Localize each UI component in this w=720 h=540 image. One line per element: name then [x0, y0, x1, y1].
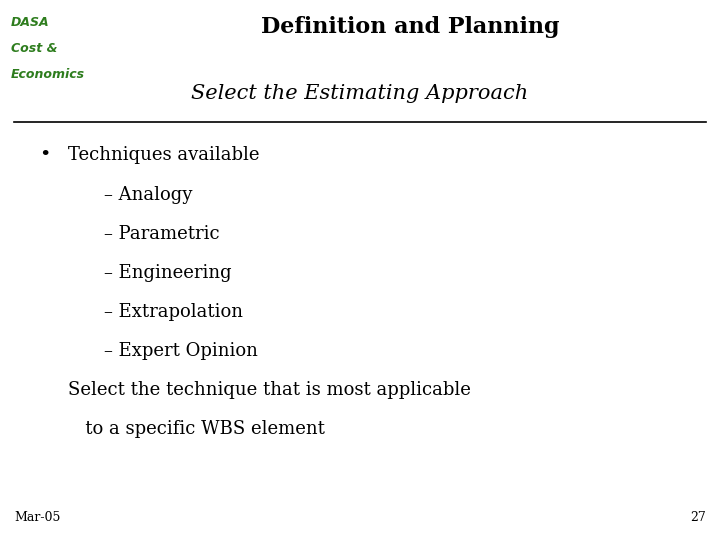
Text: Techniques available: Techniques available [68, 146, 260, 164]
Text: – Extrapolation: – Extrapolation [104, 303, 243, 321]
Text: – Parametric: – Parametric [104, 225, 220, 243]
Text: Select the technique that is most applicable: Select the technique that is most applic… [68, 381, 472, 399]
Text: – Analogy: – Analogy [104, 186, 193, 204]
Text: – Expert Opinion: – Expert Opinion [104, 342, 258, 360]
Text: DASA: DASA [11, 16, 50, 29]
Text: •: • [40, 146, 51, 164]
Text: Economics: Economics [11, 68, 85, 81]
Text: – Engineering: – Engineering [104, 264, 232, 282]
Text: Cost &: Cost & [11, 42, 58, 55]
Text: 27: 27 [690, 511, 706, 524]
Text: Mar-05: Mar-05 [14, 511, 60, 524]
Text: Definition and Planning: Definition and Planning [261, 16, 559, 38]
Text: to a specific WBS element: to a specific WBS element [68, 420, 325, 437]
Text: Select the Estimating Approach: Select the Estimating Approach [192, 84, 528, 103]
